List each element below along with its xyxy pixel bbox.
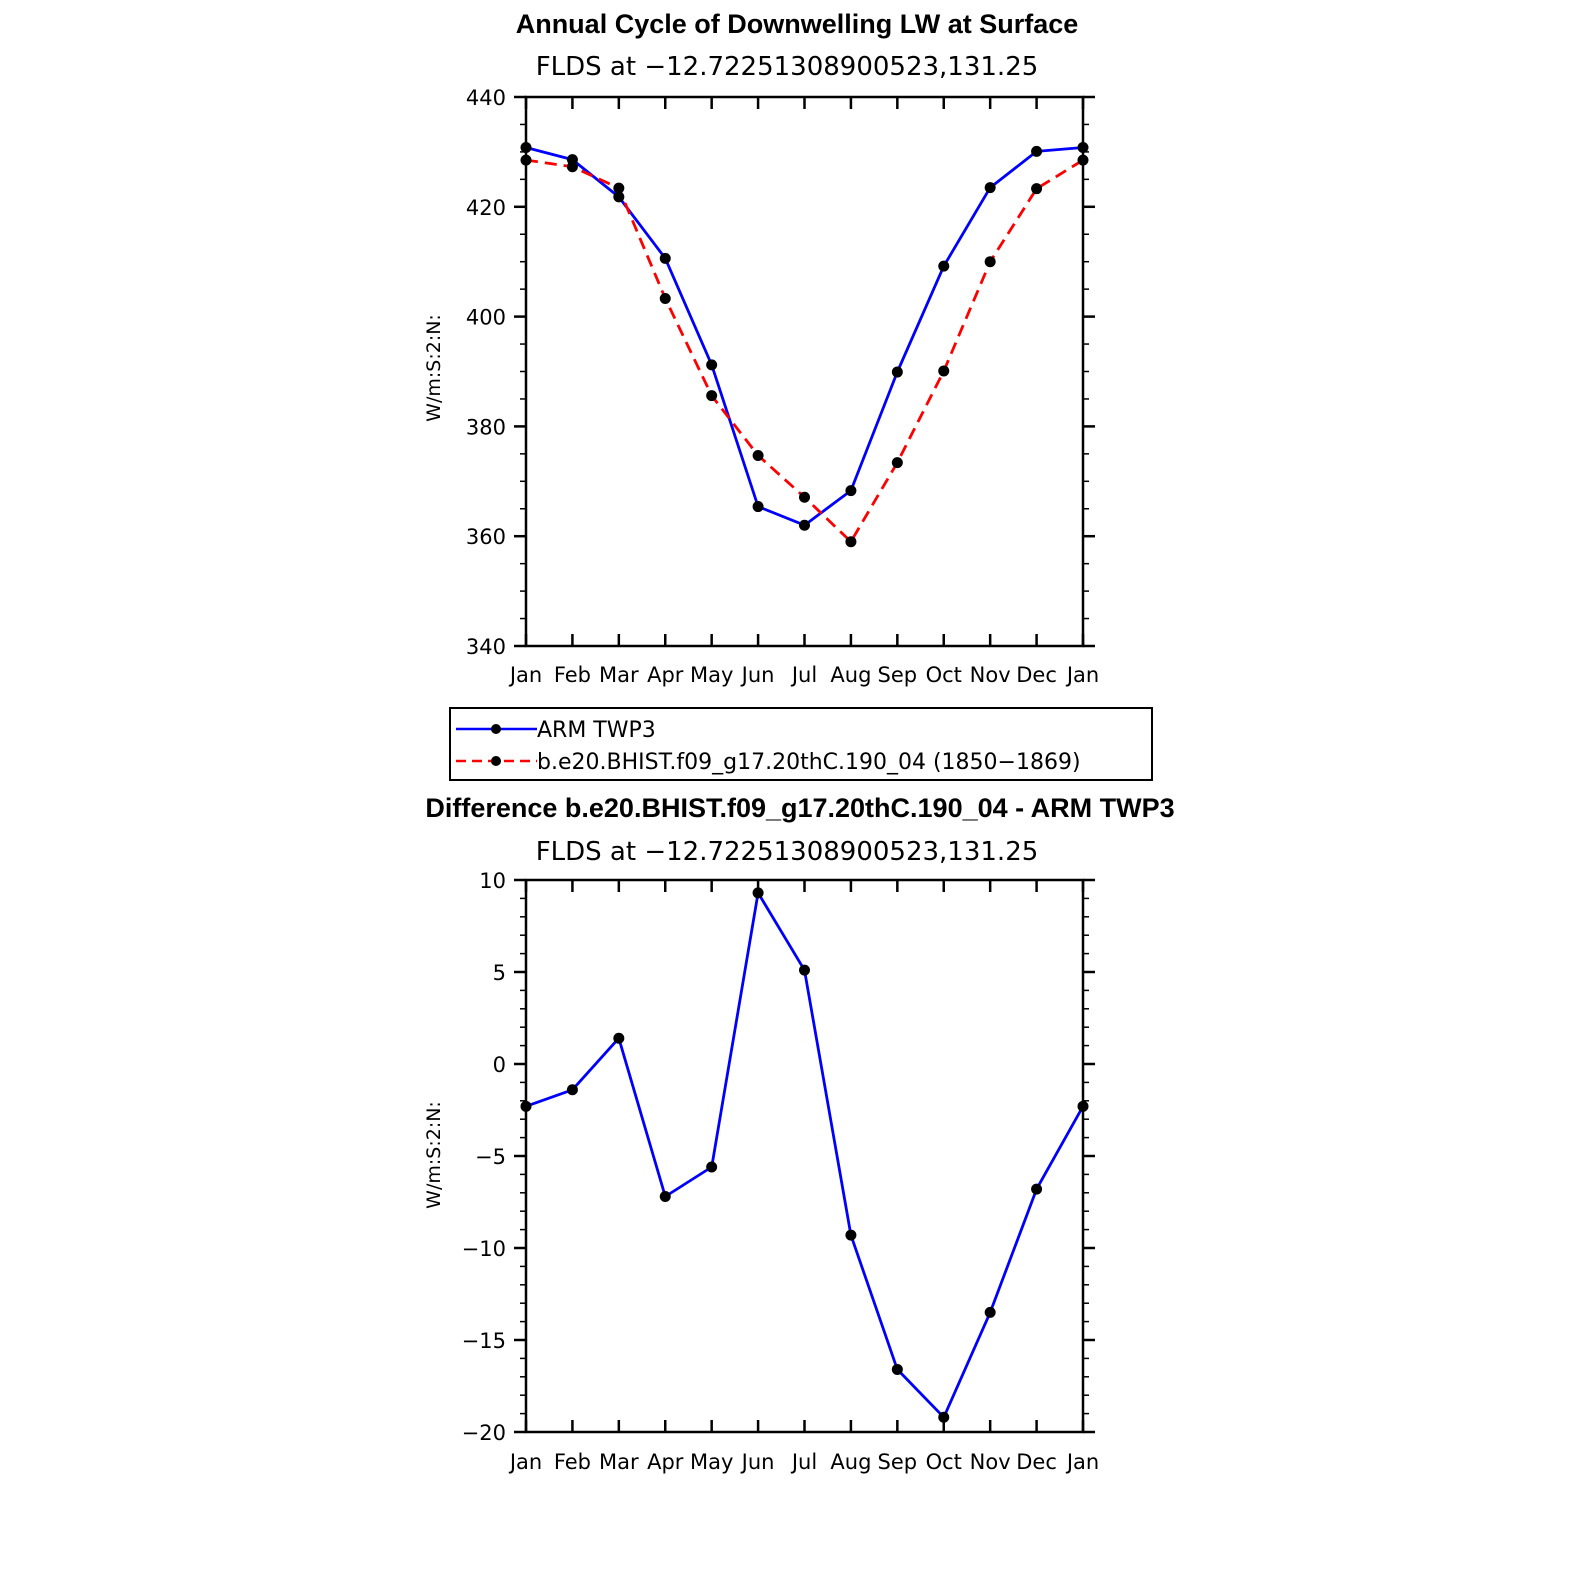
series-2-point [566,161,578,173]
series-1-point [613,191,625,203]
chart1-plot: Jan Feb Mar Apr May Jun Jul Aug Sep Oct Nov Dec Jan3… [466,86,1099,687]
series-2-point [891,457,903,469]
series-1-point [938,1411,950,1423]
x-tick-label: May [690,663,733,687]
x-tick-label: Mar [599,1450,639,1474]
chart2-subtitle: FLDS at −12.72251308900523,131.25 [536,837,1039,867]
legend-label-obs: ARM TWP3 [537,718,656,743]
y-tick-label: 400 [466,306,506,330]
x-tick-label: Sep [878,663,918,687]
x-tick-label: Jan [508,663,542,687]
series-1-point [891,1363,903,1375]
x-tick-label: Apr [647,1450,684,1474]
y-tick-label: 0 [493,1053,506,1077]
x-tick-label: Aug [830,663,871,687]
y-tick-label: 360 [466,525,506,549]
x-tick-label: Feb [554,1450,591,1474]
y-tick-label: −5 [475,1145,506,1169]
x-tick-label: Dec [1016,1450,1057,1474]
legend-label-model: b.e20.BHIST.f09_g17.20thC.190_04 (1850−1… [537,750,1081,775]
chart2-ylabel: W/m:S:2:N: [423,1101,445,1209]
series-2-point [984,256,996,268]
series-1-point [938,260,950,272]
series-1-point [659,252,671,264]
series-2-point [845,536,857,548]
x-tick-label: Mar [599,663,639,687]
series-1-point [1077,1100,1089,1112]
series-2-point [1077,154,1089,166]
series-1-point [984,1306,996,1318]
y-tick-label: −10 [462,1237,506,1261]
series-2-point [706,390,718,402]
series-1-point [891,366,903,378]
y-tick-label: −15 [462,1329,506,1353]
y-tick-label: 10 [479,869,506,893]
series-1-point [659,1190,671,1202]
series-line-1 [525,146,1084,527]
x-tick-label: May [690,1450,733,1474]
chart1-title: Annual Cycle of Downwelling LW at Surfac… [516,9,1079,39]
y-tick-label: 340 [466,635,506,659]
x-tick-label: Jul [790,1450,817,1474]
x-tick-label: Nov [970,663,1011,687]
legend-box [449,707,1153,781]
legend-marker-obs [491,724,501,734]
series-2-point [659,292,671,304]
series-1-point [520,1100,532,1112]
x-tick-label: Jan [1065,1450,1099,1474]
x-tick-label: Feb [554,663,591,687]
x-tick-label: Oct [926,1450,962,1474]
x-tick-label: Jan [1065,663,1099,687]
series-1-point [566,1084,578,1096]
series-2-point [1031,183,1043,195]
x-tick-label: Oct [926,663,962,687]
x-tick-label: Apr [647,663,684,687]
series-2-point [938,365,950,377]
series-1-point [799,964,810,976]
series-1-point [752,501,764,513]
series-2-point [613,182,625,194]
series-1-point [984,182,996,194]
series-2-point [752,449,764,461]
series-2-point [799,491,810,503]
series-1-point [845,1229,857,1241]
series-1-point [706,359,718,371]
x-tick-label: Aug [830,1450,871,1474]
legend-marker-model [491,756,501,766]
x-tick-label: Sep [878,1450,918,1474]
chart1-subtitle: FLDS at −12.72251308900523,131.25 [536,52,1039,82]
chart1-ylabel: W/m:S:2:N: [423,314,445,422]
series-1-point [1031,145,1043,157]
y-tick-label: 5 [493,961,506,985]
series-1-point [845,485,857,497]
series-1-point [1031,1183,1043,1195]
x-tick-label: Nov [970,1450,1011,1474]
x-tick-label: Jun [740,1450,775,1474]
legend: ARM TWP3 b.e20.BHIST.f09_g17.20thC.190_0… [449,707,1153,781]
series-1-point [613,1032,625,1044]
x-tick-label: Jul [790,663,817,687]
y-tick-label: 420 [466,196,506,220]
series-line-2 [525,158,1084,544]
chart2-title: Difference b.e20.BHIST.f09_g17.20thC.190… [425,793,1174,823]
x-tick-label: Dec [1016,663,1057,687]
x-tick-label: Jan [508,1450,542,1474]
y-tick-label: 440 [466,86,506,110]
y-tick-label: 380 [466,415,506,439]
series-1-point [1077,142,1089,154]
series-2-point [520,154,532,166]
series-1-point [706,1161,718,1173]
chart2-plot: Jan Feb Mar Apr May Jun Jul Aug Sep Oct Nov Dec Jan−… [462,869,1100,1474]
series-1-point [799,519,810,531]
series-1-point [752,887,764,899]
x-tick-label: Jun [740,663,775,687]
series-1-point [520,142,532,154]
y-tick-label: −20 [462,1421,506,1445]
plot-frame [524,878,1085,1434]
